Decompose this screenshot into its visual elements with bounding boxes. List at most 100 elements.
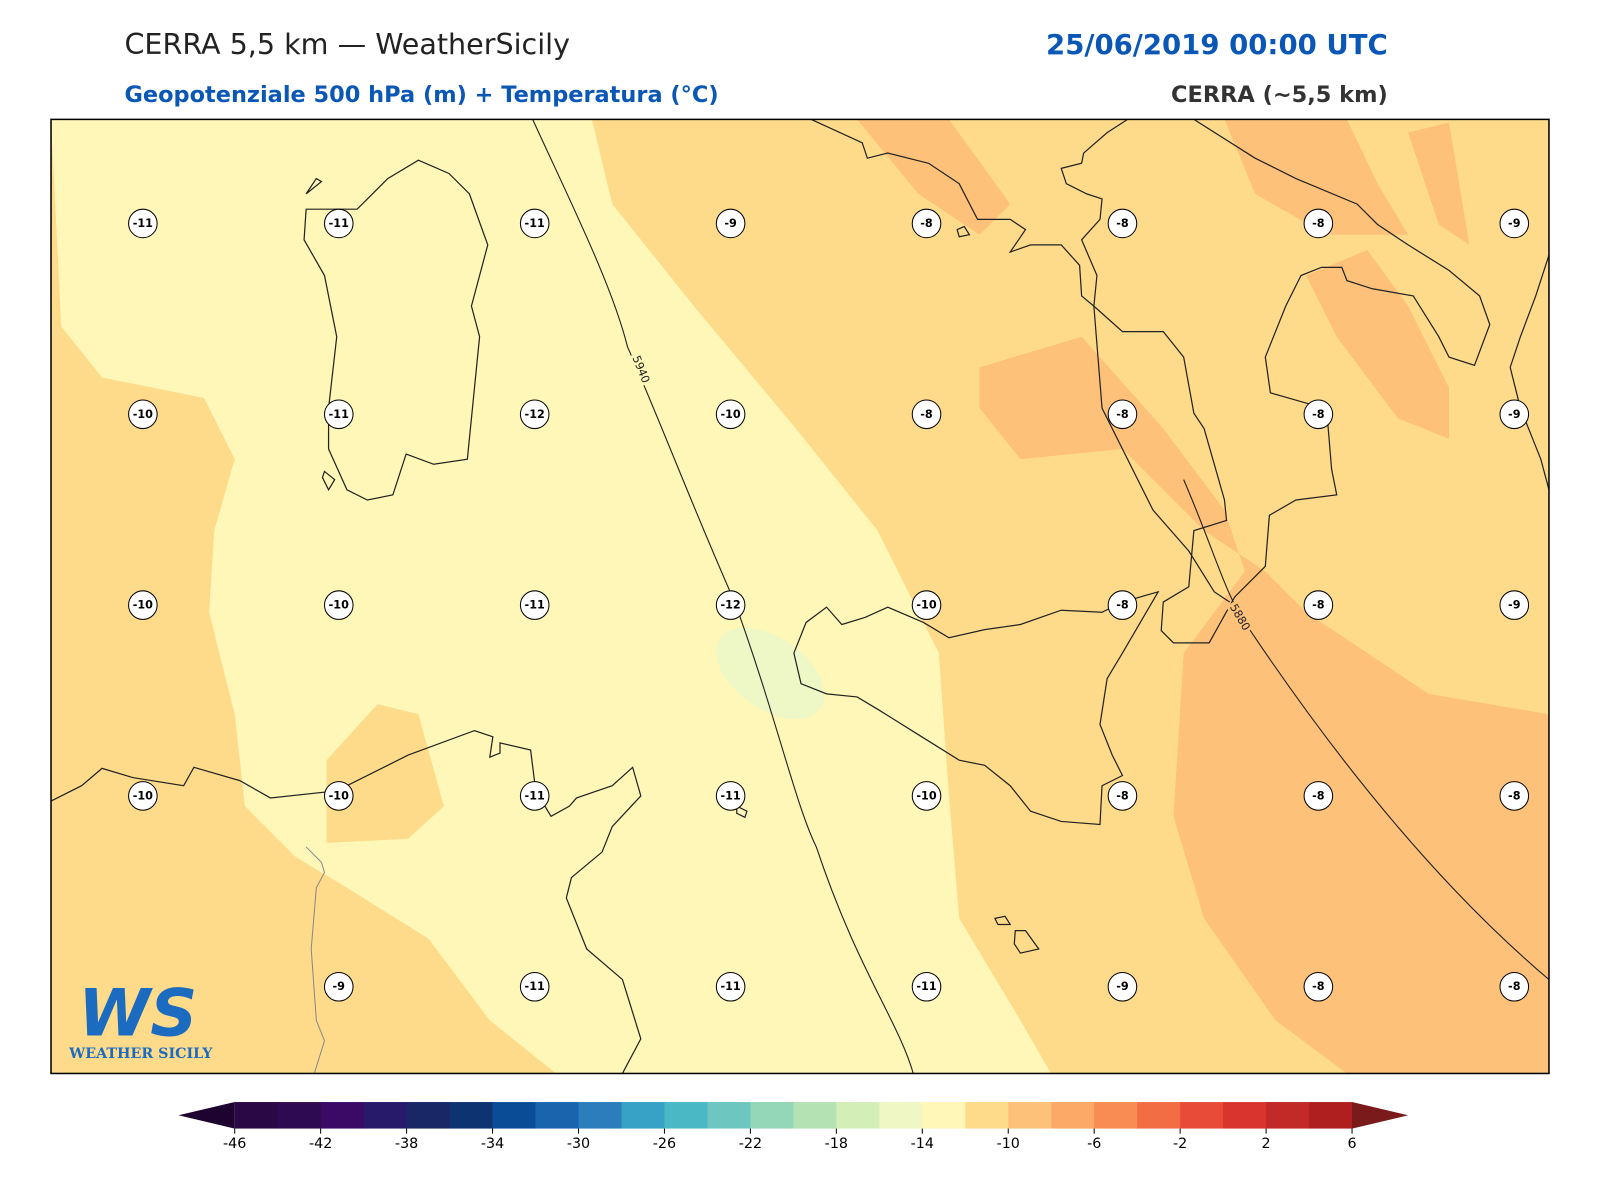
point-marker (1499, 399, 1530, 430)
map: 5940 5880 -11 -11 -11 -9 -8 -8 -8 -9-10 -11 -12 -1… (51, 119, 1549, 1074)
point-marker (715, 971, 746, 1002)
temperature-label: -11 (525, 217, 545, 230)
point-marker (128, 208, 158, 239)
point-marker (715, 590, 746, 620)
temperature-label: -8 (1312, 408, 1325, 421)
field (716, 627, 825, 720)
temperature-label: -11 (525, 599, 545, 612)
point-marker (323, 399, 354, 430)
point-marker (1107, 590, 1138, 620)
temperature-label: -11 (329, 408, 349, 421)
colorbar-bin (320, 1102, 365, 1129)
temperature-label: -10 (133, 599, 153, 612)
temperature-label: -12 (525, 408, 545, 421)
colorbar: -46 -42 -38 -34 -30 -26 -22 -18 -14 -10 -6 -2 2 6 (178, 1102, 1409, 1152)
source: CERRA (~5,5 km) (1171, 82, 1388, 108)
point-marker (1499, 590, 1530, 620)
point-marker (911, 781, 942, 811)
colorbar-bin (535, 1102, 580, 1129)
colorbar-bin (406, 1102, 451, 1129)
colorbar-bin (1051, 1102, 1095, 1129)
logo: WS WEATHER SICILY (68, 976, 213, 1062)
temperature-label: -10 (916, 789, 936, 802)
point-marker (519, 208, 550, 239)
colorbar-bin (707, 1102, 751, 1129)
colorbar-tick-label: -30 (567, 1136, 590, 1152)
colorbar-bin (1008, 1102, 1052, 1129)
colorbar-bin (1223, 1102, 1267, 1129)
point-marker (1303, 208, 1334, 239)
coastline (303, 159, 489, 501)
point-marker (128, 781, 158, 811)
point-marker (519, 590, 550, 620)
point-marker (715, 208, 746, 239)
point-marker (128, 399, 158, 430)
point-marker (1499, 781, 1530, 811)
colorbar-tick-label: -14 (911, 1136, 934, 1152)
coastline (736, 225, 1040, 954)
coastline (793, 590, 1160, 826)
point-marker (1107, 781, 1138, 811)
colorbar-bin (836, 1102, 880, 1129)
colorbar-bin (363, 1102, 408, 1129)
point-marker (1499, 971, 1530, 1002)
point-marker (323, 590, 354, 620)
temperature-label: -10 (329, 789, 349, 802)
colorbar-bin (750, 1102, 794, 1129)
temperature-label: -10 (720, 408, 740, 421)
colorbar-bin (234, 1102, 279, 1129)
colorbar-bin (1309, 1102, 1353, 1129)
point-marker (519, 781, 550, 811)
temperature-label: -11 (329, 217, 349, 230)
contour-line (1183, 479, 1549, 981)
field (857, 119, 1011, 235)
temperature-label: -8 (1508, 789, 1521, 802)
temperature-label: -8 (1116, 789, 1129, 802)
temperature-label: -11 (525, 980, 545, 993)
colorbar-bin (1137, 1102, 1181, 1129)
point-marker (323, 208, 354, 239)
temperature-label: -8 (920, 217, 933, 230)
point-marker (911, 399, 942, 430)
temperature-label: -12 (720, 599, 740, 612)
point-marker (911, 590, 942, 620)
temperature-label: -9 (1508, 599, 1521, 612)
point-marker (911, 208, 942, 239)
colorbar-tick-label: 6 (1348, 1136, 1357, 1152)
colorbar-tick-label: -34 (481, 1136, 504, 1152)
temperature-label: -11 (525, 789, 545, 802)
point-marker (1303, 781, 1334, 811)
colorbar-tick-label: -46 (223, 1136, 246, 1152)
point-marker (715, 399, 746, 430)
title: CERRA 5,5 km — WeatherSicily (124, 27, 570, 61)
colorbar-bin (1094, 1102, 1138, 1129)
temperature-label: -8 (1312, 217, 1325, 230)
field (1224, 119, 1409, 235)
point-marker (1107, 971, 1138, 1002)
temperature-label: -8 (1508, 980, 1521, 993)
colorbar-tick-label: -26 (653, 1136, 676, 1152)
colorbar-bin (492, 1102, 537, 1129)
point-marker (715, 781, 746, 811)
temperature-label: -9 (1508, 408, 1521, 421)
temperature-label: -11 (720, 789, 740, 802)
temperature-label: -9 (724, 217, 737, 230)
temperature-label: -9 (333, 980, 346, 993)
subtitle: Geopotenziale 500 hPa (m) + Temperatura … (124, 82, 718, 108)
field (1408, 122, 1470, 245)
colorbar-bin (578, 1102, 622, 1129)
field (979, 336, 1549, 1074)
colorbar-bin (922, 1102, 966, 1129)
temperature-label: -8 (1312, 599, 1325, 612)
colorbar-bin (449, 1102, 494, 1129)
temperature-label: -9 (1116, 980, 1129, 993)
colorbar-bin (793, 1102, 837, 1129)
colorbar-extend (178, 1102, 235, 1129)
point-marker (1107, 399, 1138, 430)
colorbar-bin (664, 1102, 708, 1129)
coastline (810, 119, 1491, 644)
colorbar-tick-label: -22 (739, 1136, 762, 1152)
colorbar-tick-label: -2 (1173, 1136, 1187, 1152)
colorbar-extend (1352, 1102, 1409, 1129)
temperature-label: -11 (916, 980, 936, 993)
